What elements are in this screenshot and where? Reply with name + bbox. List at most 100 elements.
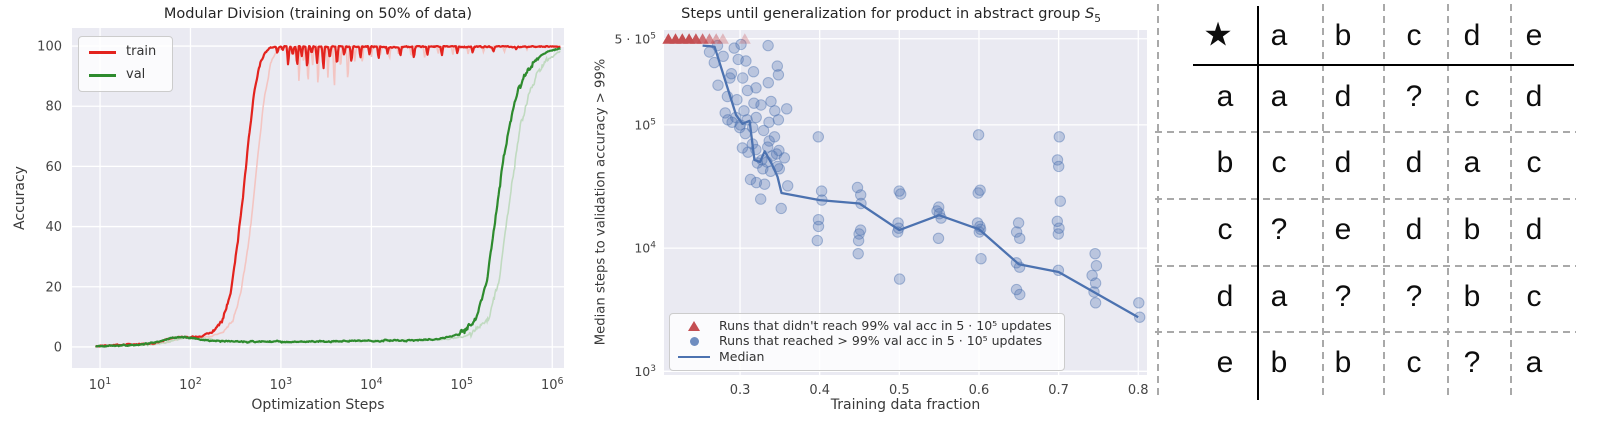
column-header-d: d <box>1463 19 1481 52</box>
table-cell: c <box>1526 280 1542 313</box>
left-chart-title: Modular Division (training on 50% of dat… <box>163 6 473 22</box>
run-dot <box>812 220 825 233</box>
x-tick-label: 0.6 <box>969 383 990 398</box>
column-header-e: e <box>1525 19 1543 52</box>
table-cell-unknown: ? <box>1405 280 1423 313</box>
table-dashed-row-line <box>1155 198 1576 200</box>
run-dot <box>722 114 734 126</box>
unreached-run-triangle <box>703 33 716 44</box>
run-dot <box>974 184 986 196</box>
run-dot <box>772 69 785 81</box>
run-dot <box>735 38 747 51</box>
run-dot <box>725 68 738 80</box>
table-dashed-row-line <box>1155 331 1576 333</box>
table-cell: b <box>1334 346 1352 379</box>
run-dot <box>852 248 864 260</box>
table-cell: c <box>1271 146 1287 179</box>
y-tick-label: 60 <box>45 160 62 175</box>
operator-star-icon: ★ <box>1203 15 1233 53</box>
x-tick-label: 104 <box>360 376 383 393</box>
table-cell: c <box>1406 346 1422 379</box>
run-dot <box>755 99 767 111</box>
run-dot <box>781 103 793 115</box>
table-cell: b <box>1270 346 1288 379</box>
run-dot <box>750 111 762 124</box>
x-tick-label: 105 <box>451 376 474 393</box>
run-dot <box>768 131 781 143</box>
y-tick-label: 80 <box>45 100 62 115</box>
table-cell-unknown: ? <box>1270 213 1288 246</box>
run-dot <box>852 234 865 247</box>
generalization-steps-panel: 0.3 0.4 0.5 0.6 0.7 0.8 103 104 105 5 · 105 Steps… <box>585 0 1155 432</box>
line-icon <box>678 355 710 359</box>
table-cell: d <box>1405 146 1423 179</box>
run-dot <box>1014 288 1026 301</box>
run-dot <box>1010 226 1023 238</box>
unreached-run-triangle <box>716 33 729 44</box>
modular-division-chart-canvas: 101 102 103 104 105 106 0 20 40 60 80 100 <box>37 28 564 393</box>
run-dot <box>757 124 770 137</box>
run-dot <box>782 180 794 192</box>
run-dot <box>855 189 867 201</box>
run-dot <box>895 188 907 200</box>
run-dot <box>734 121 746 134</box>
x-tick-label: 106 <box>541 376 564 393</box>
y-tick-labels: 0 20 40 60 80 100 <box>37 40 62 356</box>
left-x-axis-label: Optimization Steps <box>251 397 385 413</box>
y-tick-label: 103 <box>634 364 656 379</box>
run-dot <box>712 79 724 91</box>
legend-item-not-reached: Runs that didn't reach 99% val acc in 5 … <box>676 318 1052 333</box>
run-dot <box>1089 248 1101 260</box>
run-dot <box>1086 269 1098 282</box>
run-dot <box>811 234 824 247</box>
table-header-row-line <box>1193 64 1574 66</box>
legend-label-val: val <box>126 66 146 82</box>
run-dot <box>741 84 754 97</box>
run-dot <box>726 116 738 129</box>
table-dashed-column-line <box>1383 4 1385 400</box>
run-dot <box>854 224 867 236</box>
run-dot <box>750 176 763 189</box>
run-dot <box>762 141 774 153</box>
unreached-run-triangle <box>710 33 723 44</box>
run-dot <box>737 72 749 84</box>
run-dot <box>758 178 771 190</box>
run-dot <box>853 228 865 240</box>
run-dot <box>738 105 750 117</box>
table-cell-unknown: ? <box>1463 346 1481 379</box>
run-dot <box>1051 154 1064 166</box>
run-dot <box>1010 283 1023 296</box>
table-header-column-line <box>1257 6 1259 400</box>
middle-chart-title: Steps until generalization for product i… <box>635 6 1147 25</box>
table-cell: e <box>1334 213 1352 246</box>
legend-marker-cell <box>676 321 712 332</box>
x-tick-label: 0.8 <box>1128 383 1149 398</box>
run-dot <box>740 55 752 67</box>
run-dot <box>748 97 760 109</box>
run-dot <box>775 202 787 215</box>
run-dot <box>732 53 744 66</box>
table-cell: d <box>1334 80 1352 113</box>
table-cell: b <box>1463 280 1481 313</box>
table-cell-unknown: ? <box>1405 80 1423 113</box>
table-cell: d <box>1334 146 1352 179</box>
run-dot <box>1053 160 1065 173</box>
table-dashed-column-line <box>1157 4 1159 400</box>
y-tick-labels: 103 104 105 5 · 105 <box>614 31 656 379</box>
legend-item-median: Median <box>676 349 1052 364</box>
left-chart-legend: train val <box>78 36 174 92</box>
run-dot <box>851 181 864 194</box>
run-dot <box>744 173 757 186</box>
run-dot <box>893 185 905 197</box>
x-tick-label: 0.7 <box>1048 383 1069 398</box>
run-dot <box>755 193 767 205</box>
run-dot <box>778 152 791 164</box>
column-header-a: a <box>1270 19 1288 52</box>
legend-label-reached: Runs that reached > 99% val acc in 5 · 1… <box>719 333 1043 349</box>
run-dot <box>972 187 984 199</box>
table-cell: a <box>1463 146 1481 179</box>
column-header-c: c <box>1406 19 1422 52</box>
table-dashed-column-line <box>1322 4 1324 400</box>
x-tick-label: 0.5 <box>889 383 910 398</box>
median-line <box>702 44 1139 319</box>
